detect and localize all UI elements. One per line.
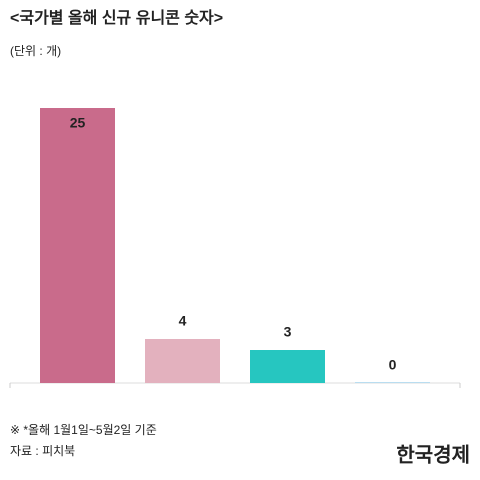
value-label: 25 [70,115,86,131]
value-label: 0 [389,357,397,373]
bar [250,350,325,383]
logo: 한국경제 [396,443,470,467]
footnote: ※ *올해 1월1일~5월2일 기준 [10,423,157,437]
bar [40,108,115,383]
bar [355,382,430,383]
chart-title: <국가별 올해 신규 유니콘 숫자> [10,9,223,27]
bar [145,339,220,383]
chart-subtitle: (단위 : 개) [10,44,61,58]
source: 자료 : 피치북 [10,444,75,458]
value-label: 3 [284,324,292,340]
value-label: 4 [179,313,187,329]
